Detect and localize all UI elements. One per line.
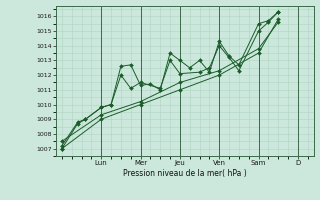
X-axis label: Pression niveau de la mer( hPa ): Pression niveau de la mer( hPa ) [123,169,247,178]
